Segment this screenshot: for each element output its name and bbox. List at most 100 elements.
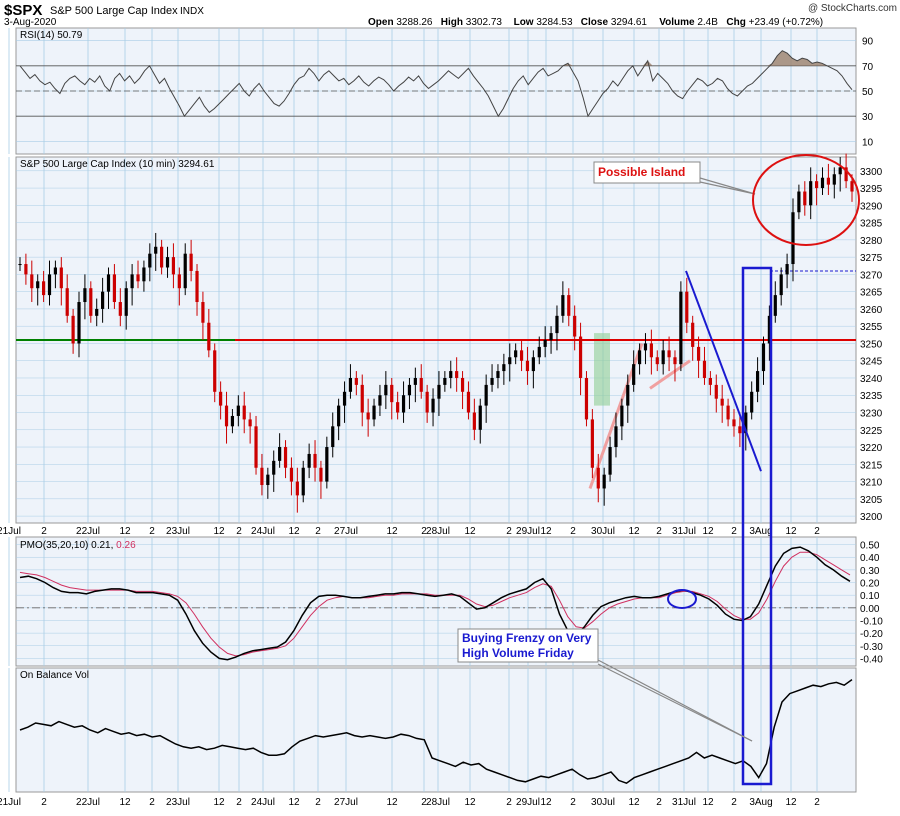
candle-body (136, 274, 140, 282)
quote-item: Open 3288.26 (368, 17, 433, 28)
candle-body (466, 391, 471, 413)
candle-body (632, 364, 636, 385)
x-axis-label-bottom: 2 (41, 797, 47, 808)
candle-body (266, 474, 270, 486)
candle-body (307, 453, 311, 468)
candle-body (826, 177, 830, 185)
quote-line: Open 3288.26 High 3302.73 Low 3284.53 Close… (368, 17, 823, 28)
x-axis-label: 12 (386, 526, 398, 537)
candle-body (696, 346, 701, 361)
annotations-layer: Possible Island Buying Frenzy on VeryHigh… (457, 154, 860, 786)
candle-body (47, 274, 52, 296)
candle-body (519, 350, 524, 361)
candle-body (224, 405, 229, 427)
blue-trendline (685, 270, 762, 472)
x-axis-label: 30Jul (591, 526, 615, 537)
x-axis-label-bottom: 2 (656, 797, 662, 808)
candle-body (171, 257, 176, 275)
candle-body (177, 274, 181, 289)
candle-body (390, 384, 394, 403)
candle-body (738, 426, 742, 434)
candle-body (844, 167, 848, 182)
price-panel: 3200 3205 3210 3215 3220 3225 3230 3235 3240 3245… (0, 153, 883, 537)
candle-body (230, 415, 235, 427)
frenzy-highlight-box (741, 266, 773, 786)
obv-frame (15, 667, 857, 793)
obv-line (19, 678, 853, 785)
x-axis-label: 2 (570, 526, 576, 537)
candle-body (207, 322, 211, 351)
candle-body (160, 246, 164, 268)
candle-body (702, 360, 707, 378)
candle-body (549, 333, 553, 340)
candle-body (484, 384, 488, 406)
x-axis-label-bottom: 22Jul (76, 797, 100, 808)
island-callout-pointer (699, 177, 756, 195)
x-axis-label: 24Jul (251, 526, 275, 537)
pmo-tick-label: 0.40 (860, 553, 880, 564)
pmo-tick-label: 0.00 (860, 604, 880, 615)
candle-body (289, 467, 294, 482)
candle-body (419, 377, 423, 392)
candle-body (295, 481, 299, 496)
candle-body (112, 274, 117, 303)
candle-body (555, 315, 559, 334)
x-axis-label-bottom: 27Jul (334, 797, 358, 808)
candle-body (649, 343, 653, 358)
candle-body (360, 384, 364, 413)
candle-body (726, 405, 730, 420)
frenzy-label-box (457, 628, 599, 663)
rsi-tick-label: 90 (862, 37, 874, 48)
candle-body (531, 357, 535, 372)
island-label: Possible Island (598, 165, 685, 179)
candle-body (89, 288, 93, 316)
price-tick-label: 3230 (860, 409, 883, 420)
x-axis-label-bottom: 12 (785, 797, 797, 808)
x-axis-label-bottom: 12 (464, 797, 476, 808)
x-axis-label-bottom: 2 (236, 797, 242, 808)
price-tick-label: 3250 (860, 339, 883, 350)
chart-date: 3-Aug-2020 (4, 17, 57, 28)
candle-body (643, 343, 648, 351)
obv-panel: On Balance Vol 21Jul 2 22Jul 12 2 23Jul 12 2 24Ju… (0, 667, 857, 808)
candle-body (366, 412, 370, 420)
candle-body (195, 270, 199, 303)
quote-item: Close 3294.61 (581, 17, 648, 28)
candle-body (106, 274, 111, 292)
candle-body (342, 391, 347, 406)
pmo-tick-label: 0.30 (860, 566, 880, 577)
pmo-tick-label: -0.40 (860, 654, 883, 665)
x-axis-label: 2 (506, 526, 512, 537)
price-tick-label: 3215 (860, 460, 883, 471)
candle-body (396, 402, 400, 413)
x-axis-label: 2 (731, 526, 737, 537)
candle-body (508, 357, 512, 365)
candle-body (77, 302, 81, 344)
x-axis-label: 27Jul (334, 526, 358, 537)
candle-body (578, 336, 583, 378)
candle-body (602, 474, 606, 489)
pmo-tick-label: -0.30 (860, 642, 883, 653)
quote-item: Chg +23.49 (+0.72%) (726, 17, 823, 28)
x-axis-label: 12 (213, 526, 225, 537)
x-axis-label-bottom: 3Aug (749, 797, 772, 808)
price-tick-label: 3285 (860, 219, 883, 230)
obv-title: On Balance Vol (20, 670, 89, 681)
candle-body (431, 398, 435, 413)
candle-body (460, 377, 465, 392)
x-axis-label: 23Jul (166, 526, 190, 537)
price-tick-label: 3200 (860, 512, 883, 523)
price-tick-label: 3225 (860, 426, 883, 437)
candle-body (254, 426, 258, 468)
candle-body (183, 253, 187, 289)
candle-body (65, 288, 69, 316)
watermark: @ StockCharts.com (808, 3, 897, 14)
candle-body (561, 295, 565, 316)
candle-body (401, 395, 406, 413)
candle-body (236, 405, 240, 416)
price-tick-label: 3220 (860, 443, 883, 454)
candle-body (272, 460, 276, 475)
pmo-tick-label: 0.20 (860, 579, 880, 590)
x-axis-label-bottom: 24Jul (251, 797, 275, 808)
price-tick-label: 3240 (860, 374, 883, 385)
